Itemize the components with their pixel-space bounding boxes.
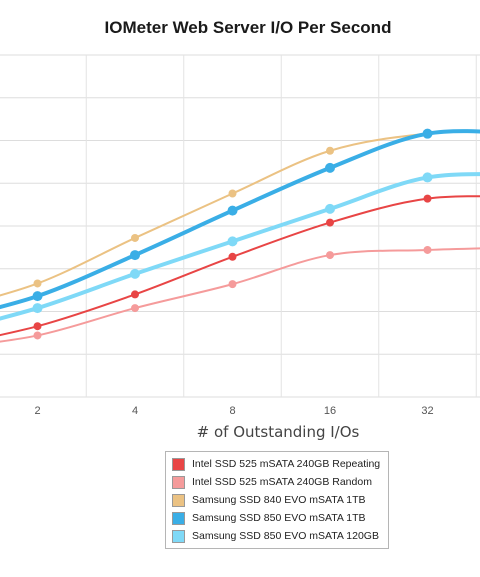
series-2	[0, 129, 480, 297]
series-3	[0, 128, 480, 310]
series-0	[0, 194, 480, 337]
legend-swatch	[172, 457, 185, 471]
data-point	[33, 331, 42, 340]
x-tick-label: 32	[421, 405, 433, 417]
legend-label: Samsung SSD 850 EVO mSATA 1TB	[192, 512, 366, 524]
legend-label: Intel SSD 525 mSATA 240GB Repeating	[192, 458, 381, 470]
x-tick-label: 8	[229, 405, 235, 417]
data-point	[32, 291, 43, 302]
legend-item: Intel SSD 525 mSATA 240GB Repeating	[166, 455, 388, 473]
legend-swatch	[172, 475, 185, 489]
data-point	[227, 236, 238, 247]
legend-item: Samsung SSD 850 EVO mSATA 120GB	[166, 527, 388, 545]
data-point	[422, 172, 433, 183]
legend-item: Intel SSD 525 mSATA 240GB Random	[166, 473, 388, 491]
data-point	[326, 218, 334, 227]
data-point	[228, 189, 237, 198]
series-lines	[0, 128, 480, 343]
data-point	[326, 146, 334, 155]
legend-label: Samsung SSD 850 EVO mSATA 120GB	[192, 530, 379, 542]
data-point	[228, 252, 237, 261]
data-point	[325, 203, 335, 214]
legend-item: Samsung SSD 840 EVO mSATA 1TB	[166, 491, 388, 509]
data-point	[33, 279, 42, 288]
series-1	[0, 245, 480, 343]
data-point	[131, 304, 139, 313]
data-point	[33, 322, 42, 331]
legend-swatch	[172, 493, 185, 507]
grid	[0, 54, 480, 398]
series-line	[0, 195, 480, 337]
data-point	[326, 251, 334, 260]
x-tick-label: 2	[34, 405, 40, 417]
x-tick-labels: 2 4 8 16 32	[34, 405, 433, 417]
legend: Intel SSD 525 mSATA 240GB Repeating Intel…	[165, 451, 389, 549]
data-point	[130, 268, 140, 279]
data-point	[423, 194, 432, 203]
data-point	[131, 290, 139, 299]
data-point	[130, 250, 140, 261]
x-tick-label: 4	[132, 405, 138, 417]
data-point	[131, 233, 139, 242]
legend-item: Samsung SSD 850 EVO mSATA 1TB	[166, 509, 388, 527]
legend-swatch	[172, 529, 185, 543]
x-axis-label: # of Outstanding I/Os	[196, 423, 360, 441]
plot-area: 2 4 8 16 32	[0, 54, 480, 417]
data-point	[422, 128, 433, 139]
data-point	[32, 303, 43, 314]
legend-swatch	[172, 511, 185, 525]
chart-title: IOMeter Web Server I/O Per Second	[104, 18, 392, 37]
legend-label: Samsung SSD 840 EVO mSATA 1TB	[192, 494, 366, 506]
data-point	[423, 245, 432, 254]
data-point	[227, 205, 238, 216]
data-point	[228, 280, 237, 289]
data-point	[325, 162, 335, 173]
legend-label: Intel SSD 525 mSATA 240GB Random	[192, 476, 372, 488]
x-tick-label: 16	[324, 405, 336, 417]
series-4	[0, 172, 480, 321]
